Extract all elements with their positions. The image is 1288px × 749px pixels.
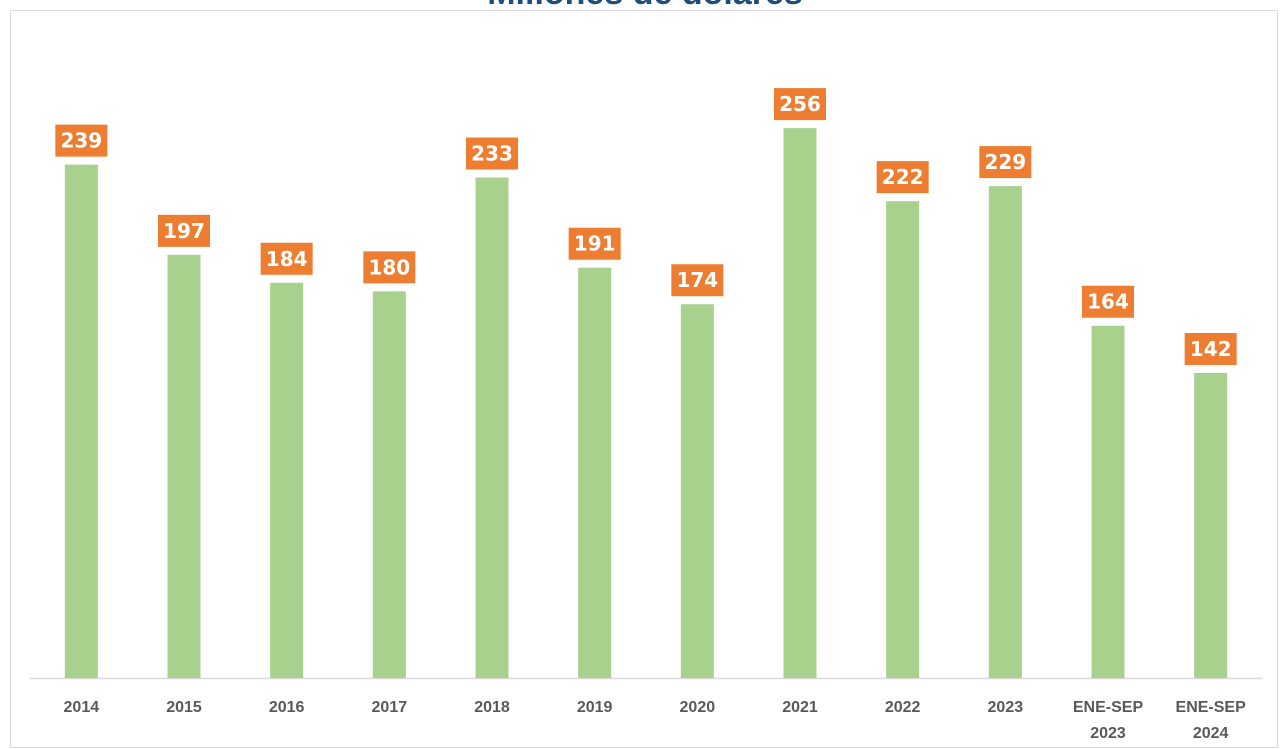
data-label-box xyxy=(979,146,1032,179)
data-label-box xyxy=(568,227,621,260)
x-tick-label: 2016 xyxy=(269,699,305,716)
data-label: 164 xyxy=(1087,290,1129,314)
data-label-box xyxy=(55,124,108,157)
bar xyxy=(886,201,920,679)
data-label-box xyxy=(671,264,724,297)
data-label: 180 xyxy=(368,255,410,279)
x-tick-label: ENE-SEP 2024 xyxy=(1176,699,1247,742)
data-label: 222 xyxy=(882,165,924,189)
chart-title: Millones de dólares xyxy=(487,0,803,12)
data-label: 229 xyxy=(984,150,1026,174)
data-label: 142 xyxy=(1190,337,1232,361)
x-tick-label: 2019 xyxy=(577,699,613,716)
x-tick-label: 2014 xyxy=(64,699,100,716)
bar xyxy=(1091,325,1125,678)
data-label-box xyxy=(876,161,929,194)
bar xyxy=(475,177,509,679)
data-label: 233 xyxy=(471,142,513,166)
data-label-box xyxy=(363,251,416,284)
data-label: 239 xyxy=(60,129,102,153)
bar xyxy=(270,282,304,678)
x-tick-label: ENE-SEP 2023 xyxy=(1073,699,1144,742)
data-label-box xyxy=(774,88,826,121)
data-label-box xyxy=(1184,332,1237,365)
x-tick-label: 2021 xyxy=(782,699,818,716)
bar xyxy=(578,267,612,678)
data-label: 184 xyxy=(266,247,308,271)
data-label-box xyxy=(1082,285,1134,318)
bar xyxy=(988,186,1022,678)
data-label-box xyxy=(260,242,313,275)
chart-frame xyxy=(10,10,1278,748)
x-tick-label: 2017 xyxy=(372,699,408,716)
data-label: 174 xyxy=(676,268,718,292)
bar xyxy=(1194,372,1228,678)
data-label: 197 xyxy=(163,219,205,243)
x-tick-label: 2022 xyxy=(885,699,921,716)
data-label-box xyxy=(158,214,210,247)
bar xyxy=(680,304,714,678)
data-label-box xyxy=(466,137,518,170)
x-tick-label: 2020 xyxy=(680,699,716,716)
data-label: 256 xyxy=(779,92,821,116)
x-tick-label: 2015 xyxy=(166,699,202,716)
x-tick-label: 2023 xyxy=(988,699,1024,716)
bar xyxy=(167,254,201,678)
data-label: 191 xyxy=(574,232,616,256)
bar xyxy=(372,291,406,678)
x-tick-label: 2018 xyxy=(474,699,510,716)
bar xyxy=(783,128,817,678)
bar xyxy=(64,164,98,679)
